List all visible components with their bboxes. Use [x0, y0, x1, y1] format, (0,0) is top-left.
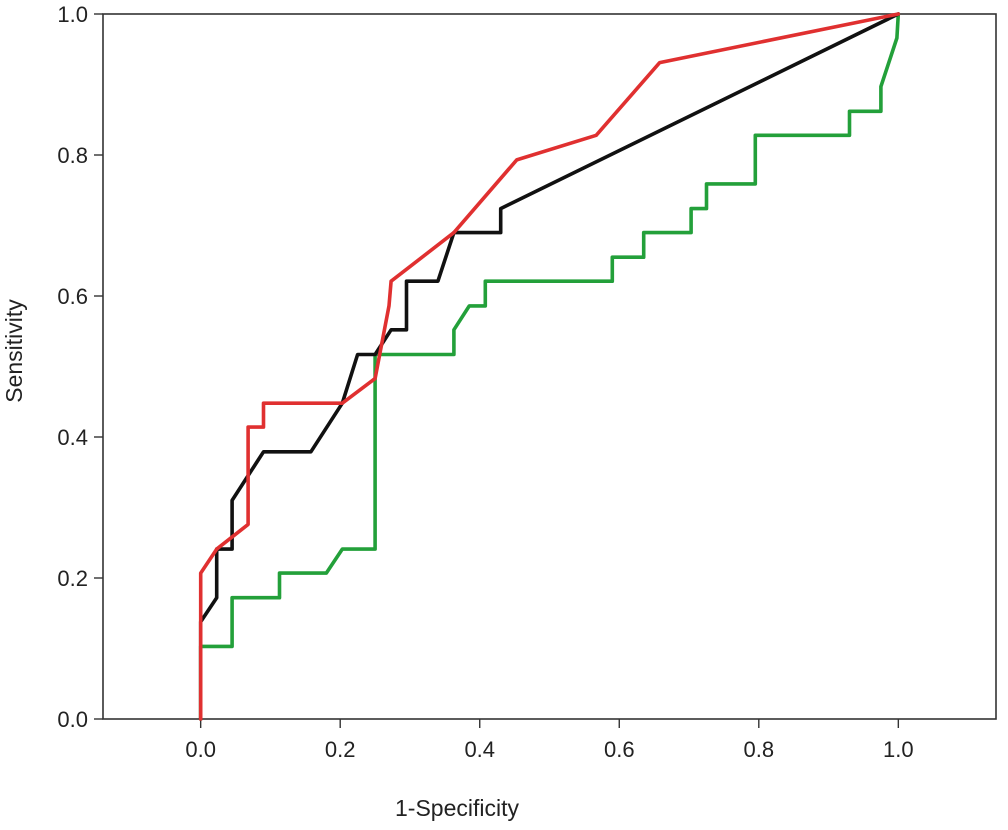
- roc-curve-3: [198, 12, 901, 721]
- axes-ticks: 0.0 0.2 0.4 0.6 0.8 1.0 0.0 0.2 0.4 0.6 0.8 1.0: [57, 2, 913, 762]
- x-tick-label: 0.2: [325, 737, 356, 762]
- series-lines: [198, 12, 901, 721]
- y-tick-label: 0.4: [57, 425, 88, 450]
- y-tick-label: 0.6: [57, 284, 88, 309]
- x-axis-title: 1-Specificity: [395, 795, 519, 821]
- x-tick-label: 0.6: [604, 737, 635, 762]
- x-tick-label: 0.4: [464, 737, 495, 762]
- x-tick-label: 0.0: [185, 737, 216, 762]
- plot-area-frame: [102, 13, 997, 720]
- y-tick-label: 0.0: [57, 707, 88, 732]
- roc-curve-2: [198, 12, 901, 721]
- y-axis-title: Sensitivity: [1, 299, 27, 403]
- y-tick-label: 1.0: [57, 2, 88, 27]
- y-tick-label: 0.2: [57, 566, 88, 591]
- y-tick-label: 0.8: [57, 143, 88, 168]
- roc-curve-1: [198, 12, 901, 721]
- x-tick-label: 1.0: [883, 737, 914, 762]
- x-tick-label: 0.8: [744, 737, 775, 762]
